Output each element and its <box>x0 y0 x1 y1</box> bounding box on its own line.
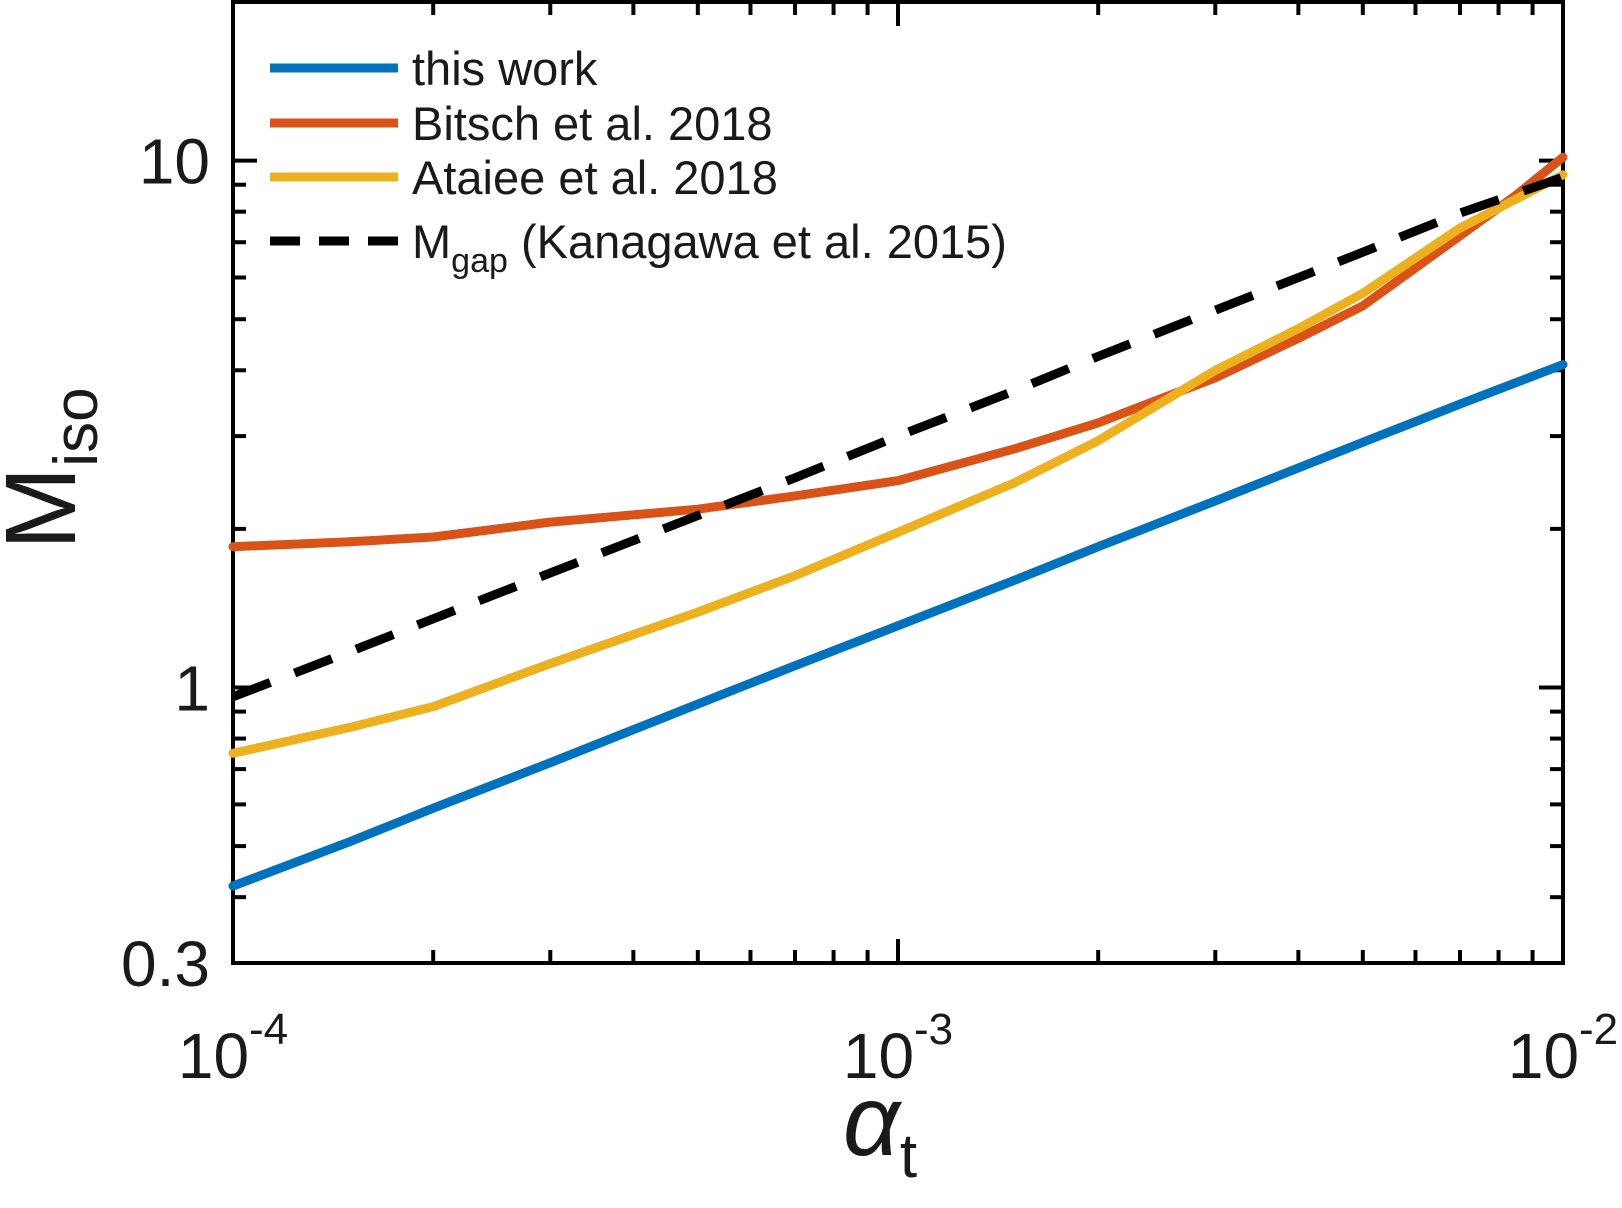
series-line-0 <box>228 360 1568 891</box>
legend-label-1: Bitsch et al. 2018 <box>412 97 773 150</box>
x-axis-label: αt <box>843 1065 917 1191</box>
x-tick-label: 10-4 <box>178 1005 288 1092</box>
series-line-3 <box>231 172 1565 701</box>
y-tick-label: 0.3 <box>121 928 210 1000</box>
axes-frame <box>231 0 1565 965</box>
x-tick-labels: 10-4 10-3 10-2 <box>178 1005 1618 1092</box>
legend-label-3: Mgap (Kanagawa et al. 2015) <box>412 215 1007 280</box>
series-line-2 <box>228 170 1568 758</box>
y-axis-label: Miso <box>0 387 111 550</box>
x-tick-label: 10-3 <box>843 1005 953 1092</box>
x-tick-label: 10-2 <box>1508 1005 1618 1092</box>
y-tick-label: 10 <box>139 126 210 198</box>
legend-label-2: Ataiee et al. 2018 <box>412 151 778 204</box>
y-tick-labels: 0.3 1 10 <box>121 126 210 1000</box>
y-tick-label: 1 <box>174 653 210 725</box>
legend-label-0: this work <box>412 42 598 95</box>
series-line-1 <box>228 152 1568 552</box>
